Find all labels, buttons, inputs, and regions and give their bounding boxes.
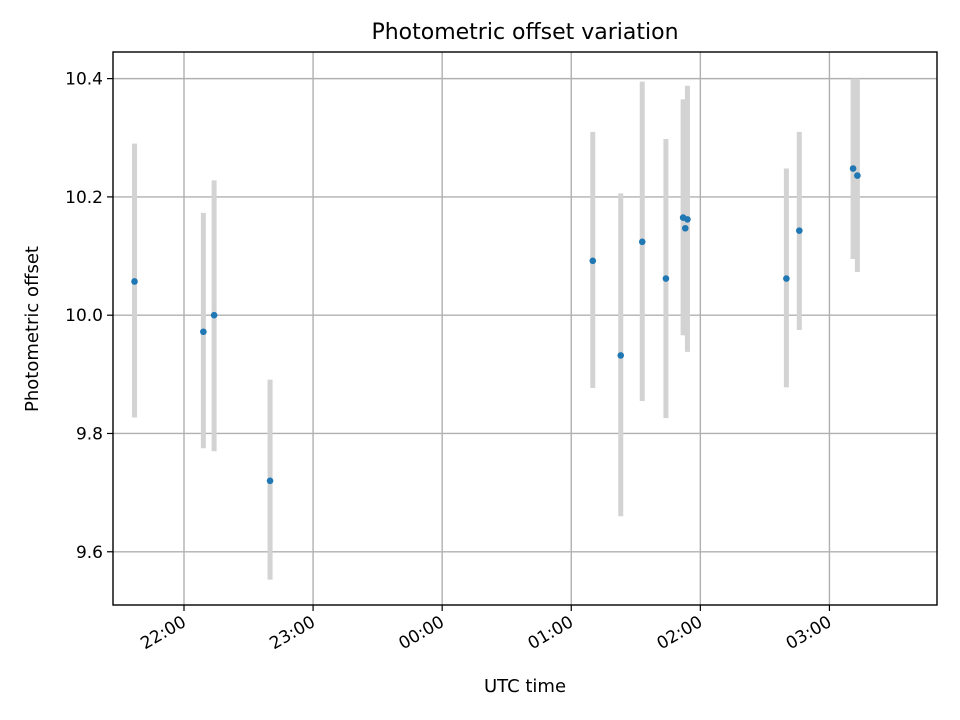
x-tick-label-1: 23:00 xyxy=(266,612,318,654)
y-axis-label: Photometric offset xyxy=(22,246,43,412)
x-tick-label-2: 00:00 xyxy=(396,612,448,654)
y-tick-label-2: 10.0 xyxy=(65,306,103,326)
data-point-12 xyxy=(796,227,803,234)
data-point-4 xyxy=(589,257,597,265)
x-tick-label-5: 03:00 xyxy=(783,612,835,654)
x-axis-label: UTC time xyxy=(484,676,566,697)
data-point-11 xyxy=(783,275,790,282)
tick-layer: 22:00 23:00 00:00 01:00 02:00 03:00 9.6 9.8 10.0… xyxy=(65,70,835,654)
point-layer xyxy=(131,165,861,485)
error-bar-layer xyxy=(132,78,860,580)
x-tick-label-4: 02:00 xyxy=(654,612,706,654)
y-tick-label-0: 9.6 xyxy=(76,543,103,563)
data-point-5 xyxy=(617,352,625,359)
y-tick-label-3: 10.2 xyxy=(65,188,103,208)
grid-layer xyxy=(113,52,937,605)
y-tick-label-1: 9.8 xyxy=(76,424,103,444)
data-point-0 xyxy=(131,278,138,285)
x-tick-label-0: 22:00 xyxy=(137,612,189,654)
plot-frame xyxy=(112,51,938,606)
x-tick-label-3: 01:00 xyxy=(525,612,577,654)
data-point-2 xyxy=(210,311,218,319)
data-point-9 xyxy=(681,224,689,232)
data-point-14 xyxy=(854,172,861,179)
data-point-6 xyxy=(638,238,646,246)
y-tick-label-4: 10.4 xyxy=(65,70,103,90)
data-point-7 xyxy=(662,275,670,282)
data-point-10 xyxy=(684,216,691,223)
data-point-3 xyxy=(266,477,274,485)
data-point-13 xyxy=(849,165,857,172)
chart-title: Photometric offset variation xyxy=(371,20,678,45)
data-point-1 xyxy=(200,328,207,336)
